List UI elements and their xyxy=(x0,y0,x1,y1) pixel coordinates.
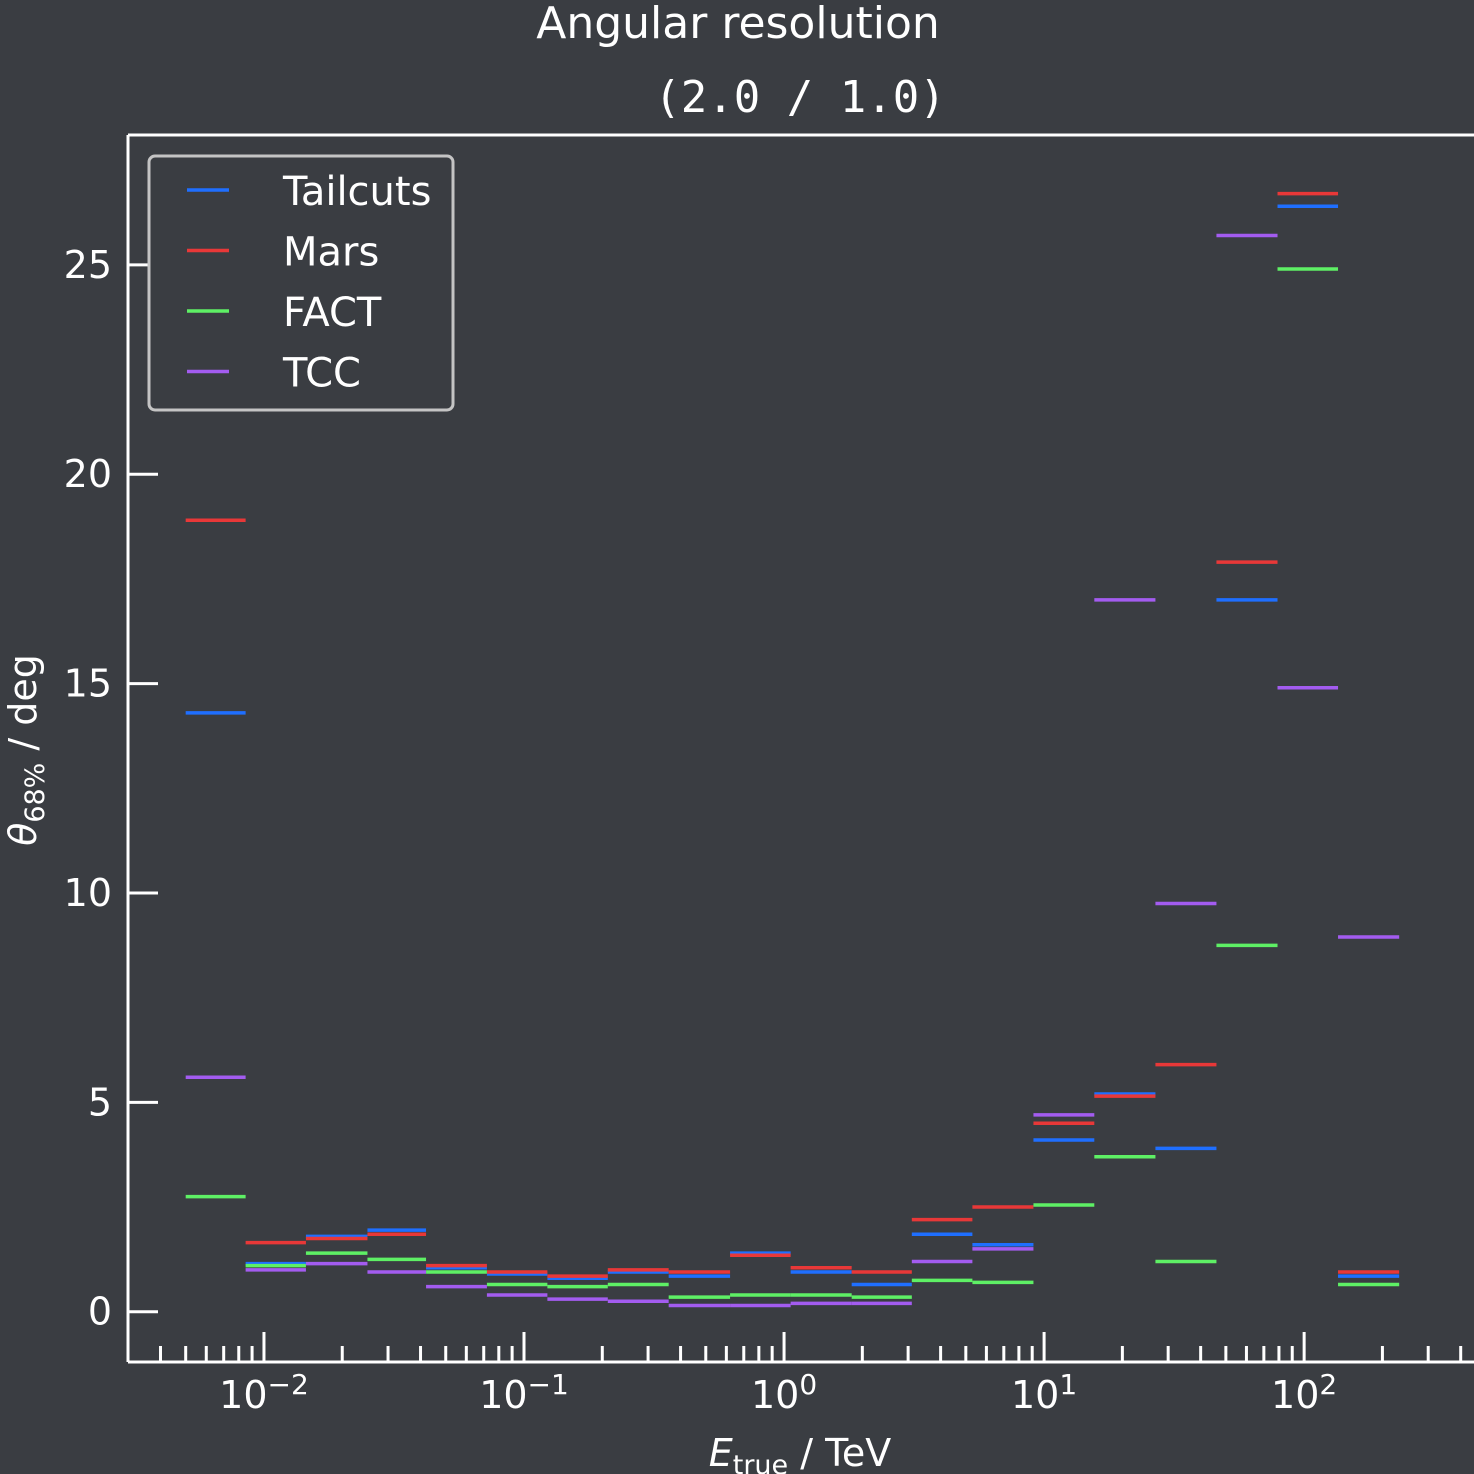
legend-label-tailcuts: Tailcuts xyxy=(282,169,431,215)
series-mars xyxy=(185,191,1400,1278)
x-axis-label-sub: true xyxy=(733,1450,788,1474)
x-tick-label: 102 xyxy=(1271,1368,1337,1417)
data-series xyxy=(185,191,1400,1308)
series-tcc xyxy=(185,233,1400,1308)
series-fact xyxy=(185,267,1400,1299)
y-tick-label: 5 xyxy=(88,1080,112,1124)
x-axis-label-rest: / TeV xyxy=(788,1431,891,1474)
legend-label-tcc: TCC xyxy=(282,351,361,397)
chart-title: Angular resolution xyxy=(536,0,940,49)
plot-area xyxy=(126,133,1474,1364)
y-axis-label-main: θ xyxy=(1,823,45,846)
series-tailcuts xyxy=(185,204,1400,1287)
y-tick-label: 10 xyxy=(64,871,112,915)
chart-subtitle: (2.0 / 1.0) xyxy=(654,72,945,123)
x-tick-label: 101 xyxy=(1011,1368,1077,1417)
y-tick-label: 0 xyxy=(88,1290,112,1334)
x-axis-ticks: 10−2 10−1 100 101 102 xyxy=(126,1332,1463,1417)
x-tick-label: 10−1 xyxy=(479,1368,569,1417)
legend-label-fact: FACT xyxy=(283,290,382,336)
x-axis-label-main: E xyxy=(709,1431,733,1474)
x-tick-label: 100 xyxy=(751,1368,817,1417)
x-tick-label: 10−2 xyxy=(219,1368,309,1417)
y-axis-label: θ68% / deg xyxy=(1,654,51,846)
legend-box xyxy=(147,154,455,412)
y-tick-label: 20 xyxy=(64,452,112,496)
legend-label-mars: Mars xyxy=(283,230,379,276)
x-axis-label: Etrue / TeV xyxy=(709,1431,892,1474)
y-tick-label: 25 xyxy=(64,243,112,287)
y-axis-label-sub: 68% xyxy=(20,763,51,823)
legend: Tailcuts Mars FACT TCC xyxy=(147,154,455,412)
y-axis-ticks: 0 5 10 15 20 25 xyxy=(64,243,158,1334)
y-tick-label: 15 xyxy=(64,662,112,706)
y-axis-label-rest: / deg xyxy=(1,654,45,763)
